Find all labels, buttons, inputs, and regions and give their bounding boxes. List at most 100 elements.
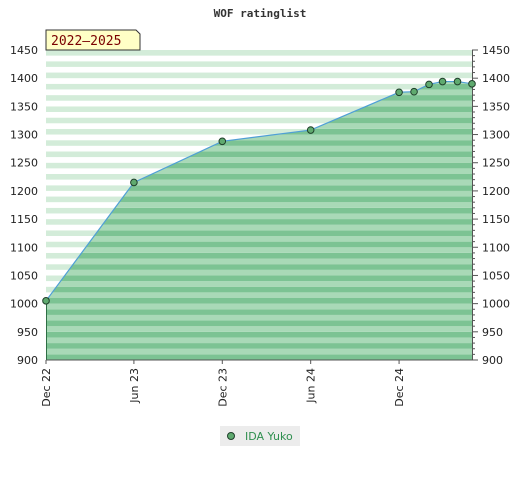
area-band <box>46 298 472 304</box>
area-band <box>46 264 472 270</box>
data-point[interactable] <box>395 88 403 97</box>
area-band <box>46 326 472 332</box>
data-point[interactable] <box>453 77 462 86</box>
area-band <box>46 190 472 197</box>
area-band <box>46 151 472 158</box>
area-band <box>46 331 472 338</box>
y-axis-right: 900 950 1000 1050 1100 1150 1200 1250 1300 1350 14… <box>472 44 510 367</box>
legend-label: IDA Yuko <box>245 430 293 443</box>
area-band <box>46 230 472 236</box>
area-band <box>46 145 472 152</box>
area-band <box>46 179 472 186</box>
background-band <box>46 123 472 129</box>
y-tick-label-right: 1450 <box>482 44 510 57</box>
background-band <box>46 117 472 124</box>
area-band <box>46 174 472 180</box>
area-band <box>46 292 472 298</box>
area-band <box>46 348 472 355</box>
legend[interactable]: IDA Yuko <box>220 426 300 446</box>
data-point[interactable] <box>468 80 476 88</box>
background-band <box>46 112 472 118</box>
y-tick-label-left: 1300 <box>10 129 38 142</box>
area-band <box>46 202 472 208</box>
area-band <box>46 314 472 321</box>
y-tick-label-right: 1050 <box>482 269 510 282</box>
area-band <box>46 320 472 327</box>
series-line <box>45 80 473 302</box>
area-band <box>46 343 472 349</box>
y-tick-label-right: 1250 <box>482 157 510 170</box>
background-band <box>46 89 472 96</box>
y-tick-label-left: 1100 <box>10 241 38 254</box>
y-tick-label-right: 1000 <box>482 298 510 311</box>
area-band <box>46 241 472 248</box>
data-point[interactable] <box>425 80 433 89</box>
y-tick-label-right: 1200 <box>482 185 510 198</box>
area-band <box>46 207 472 214</box>
period-badge: 2022–2025 <box>45 29 141 51</box>
area-band <box>46 236 472 242</box>
data-point[interactable] <box>218 137 227 146</box>
background-band <box>46 66 472 73</box>
area-band <box>46 168 472 174</box>
area-band <box>46 252 472 259</box>
area-band <box>46 303 472 310</box>
y-tick-label-left: 1250 <box>10 157 38 170</box>
y-tick-label-left: 1200 <box>10 185 38 198</box>
area-band <box>46 286 472 293</box>
background-band <box>46 78 472 84</box>
chart-title: WOF ratinglist <box>214 7 307 20</box>
y-tick-label-left: 1150 <box>10 213 38 226</box>
y-tick-label-right: 1100 <box>482 241 510 254</box>
legend-box <box>220 426 300 446</box>
background-band <box>46 95 472 101</box>
area-band <box>46 134 472 141</box>
y-tick-label-left: 1400 <box>10 72 38 85</box>
y-tick-label-right: 1400 <box>482 72 510 85</box>
x-tick-label: Jun 23 <box>128 368 141 404</box>
area-band <box>46 309 472 315</box>
x-axis: Dec 22 Jun 23 Dec 23 Jun 24 Dec 24 <box>40 360 406 407</box>
area-band <box>46 224 472 231</box>
y-tick-label-left: 1450 <box>10 44 38 57</box>
y-tick-label-left: 1350 <box>10 100 38 113</box>
x-tick-label: Dec 24 <box>393 368 406 407</box>
background-band <box>46 50 472 56</box>
area-band <box>46 258 472 265</box>
axes <box>46 50 473 361</box>
x-tick-label: Dec 22 <box>40 368 53 407</box>
data-point[interactable] <box>306 126 315 134</box>
background-band <box>46 128 472 135</box>
y-tick-label-left: 900 <box>17 354 38 367</box>
area-band <box>46 247 472 253</box>
data-point[interactable] <box>42 297 50 305</box>
y-tick-label-left: 1000 <box>10 298 38 311</box>
area-band <box>46 213 472 220</box>
y-tick-label-right: 900 <box>482 354 503 367</box>
area-band <box>46 162 472 169</box>
y-tick-label-right: 950 <box>482 326 503 339</box>
background-band <box>46 72 472 79</box>
data-point[interactable] <box>410 87 418 96</box>
background-band <box>46 100 472 107</box>
data-point[interactable] <box>130 178 138 187</box>
area-band <box>46 219 472 225</box>
legend-marker <box>227 432 235 440</box>
y-tick-label-left: 1050 <box>10 269 38 282</box>
y-tick-label-right: 1150 <box>482 213 510 226</box>
area-band <box>46 157 472 163</box>
y-axis-left: 900 950 1000 1050 1100 1150 1200 1250 1300 1350 14… <box>10 44 38 367</box>
area-band <box>46 281 472 287</box>
area-band <box>46 354 472 360</box>
x-tick-label: Jun 24 <box>305 368 318 404</box>
data-point[interactable] <box>438 77 447 86</box>
badge-box <box>45 29 141 51</box>
y-tick-label-right: 1300 <box>482 129 510 142</box>
background-band <box>46 61 472 67</box>
area-band <box>46 196 472 203</box>
area-band <box>46 337 472 344</box>
y-tick-label-left: 950 <box>17 326 38 339</box>
background-band <box>46 55 472 62</box>
area-band <box>46 269 472 276</box>
